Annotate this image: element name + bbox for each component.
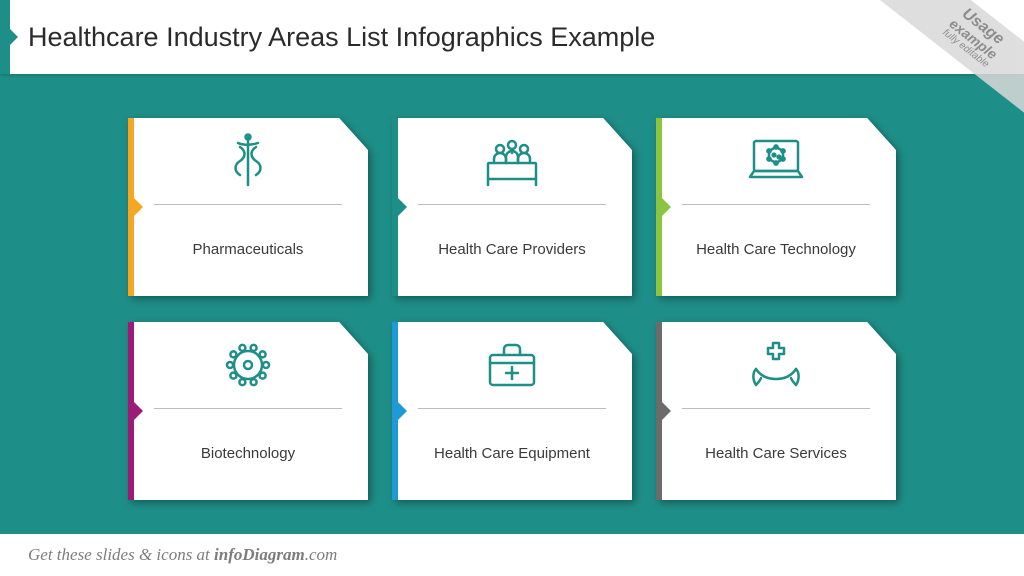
info-card: Health Care Services (656, 322, 896, 500)
card-label: Health Care Equipment (418, 409, 606, 500)
footer-prefix: Get these slides & icons at (28, 545, 214, 564)
info-card: Health Care Providers (392, 118, 632, 296)
card-label: Pharmaceuticals (177, 205, 320, 296)
slide: Healthcare Industry Areas List Infograph… (0, 0, 1024, 576)
footer-bar: Get these slides & icons at infoDiagram.… (0, 534, 1024, 576)
info-card: Biotechnology (128, 322, 368, 500)
card-accent-arrow (662, 402, 671, 420)
card-accent-arrow (134, 402, 143, 420)
info-card: Health Care Technology (656, 118, 896, 296)
footer-brand: infoDiagram (214, 545, 305, 564)
card-body: Health Care Services (656, 322, 896, 500)
card-accent-arrow (134, 198, 143, 216)
technology-icon (656, 118, 896, 204)
page-title: Healthcare Industry Areas List Infograph… (28, 22, 655, 53)
biotech-icon (128, 322, 368, 408)
card-label: Health Care Technology (680, 205, 872, 296)
card-body: Pharmaceuticals (128, 118, 368, 296)
footer-suffix: .com (305, 545, 338, 564)
pharma-icon (128, 118, 368, 204)
providers-icon (392, 118, 632, 204)
header-accent (0, 0, 10, 74)
info-card: Pharmaceuticals (128, 118, 368, 296)
services-icon (656, 322, 896, 408)
info-card: Health Care Equipment (392, 322, 632, 500)
card-label: Health Care Services (689, 409, 863, 500)
cards-grid: Pharmaceuticals Health Care Providers He… (0, 118, 1024, 500)
card-body: Biotechnology (128, 322, 368, 500)
card-accent-arrow (398, 402, 407, 420)
footer-text: Get these slides & icons at infoDiagram.… (28, 545, 337, 565)
card-label: Health Care Providers (422, 205, 602, 296)
card-label: Biotechnology (185, 409, 311, 500)
card-accent-arrow (398, 198, 407, 216)
card-body: Health Care Technology (656, 118, 896, 296)
card-body: Health Care Providers (392, 118, 632, 296)
equipment-icon (392, 322, 632, 408)
card-accent-arrow (662, 198, 671, 216)
card-body: Health Care Equipment (392, 322, 632, 500)
header-bar: Healthcare Industry Areas List Infograph… (0, 0, 1024, 74)
